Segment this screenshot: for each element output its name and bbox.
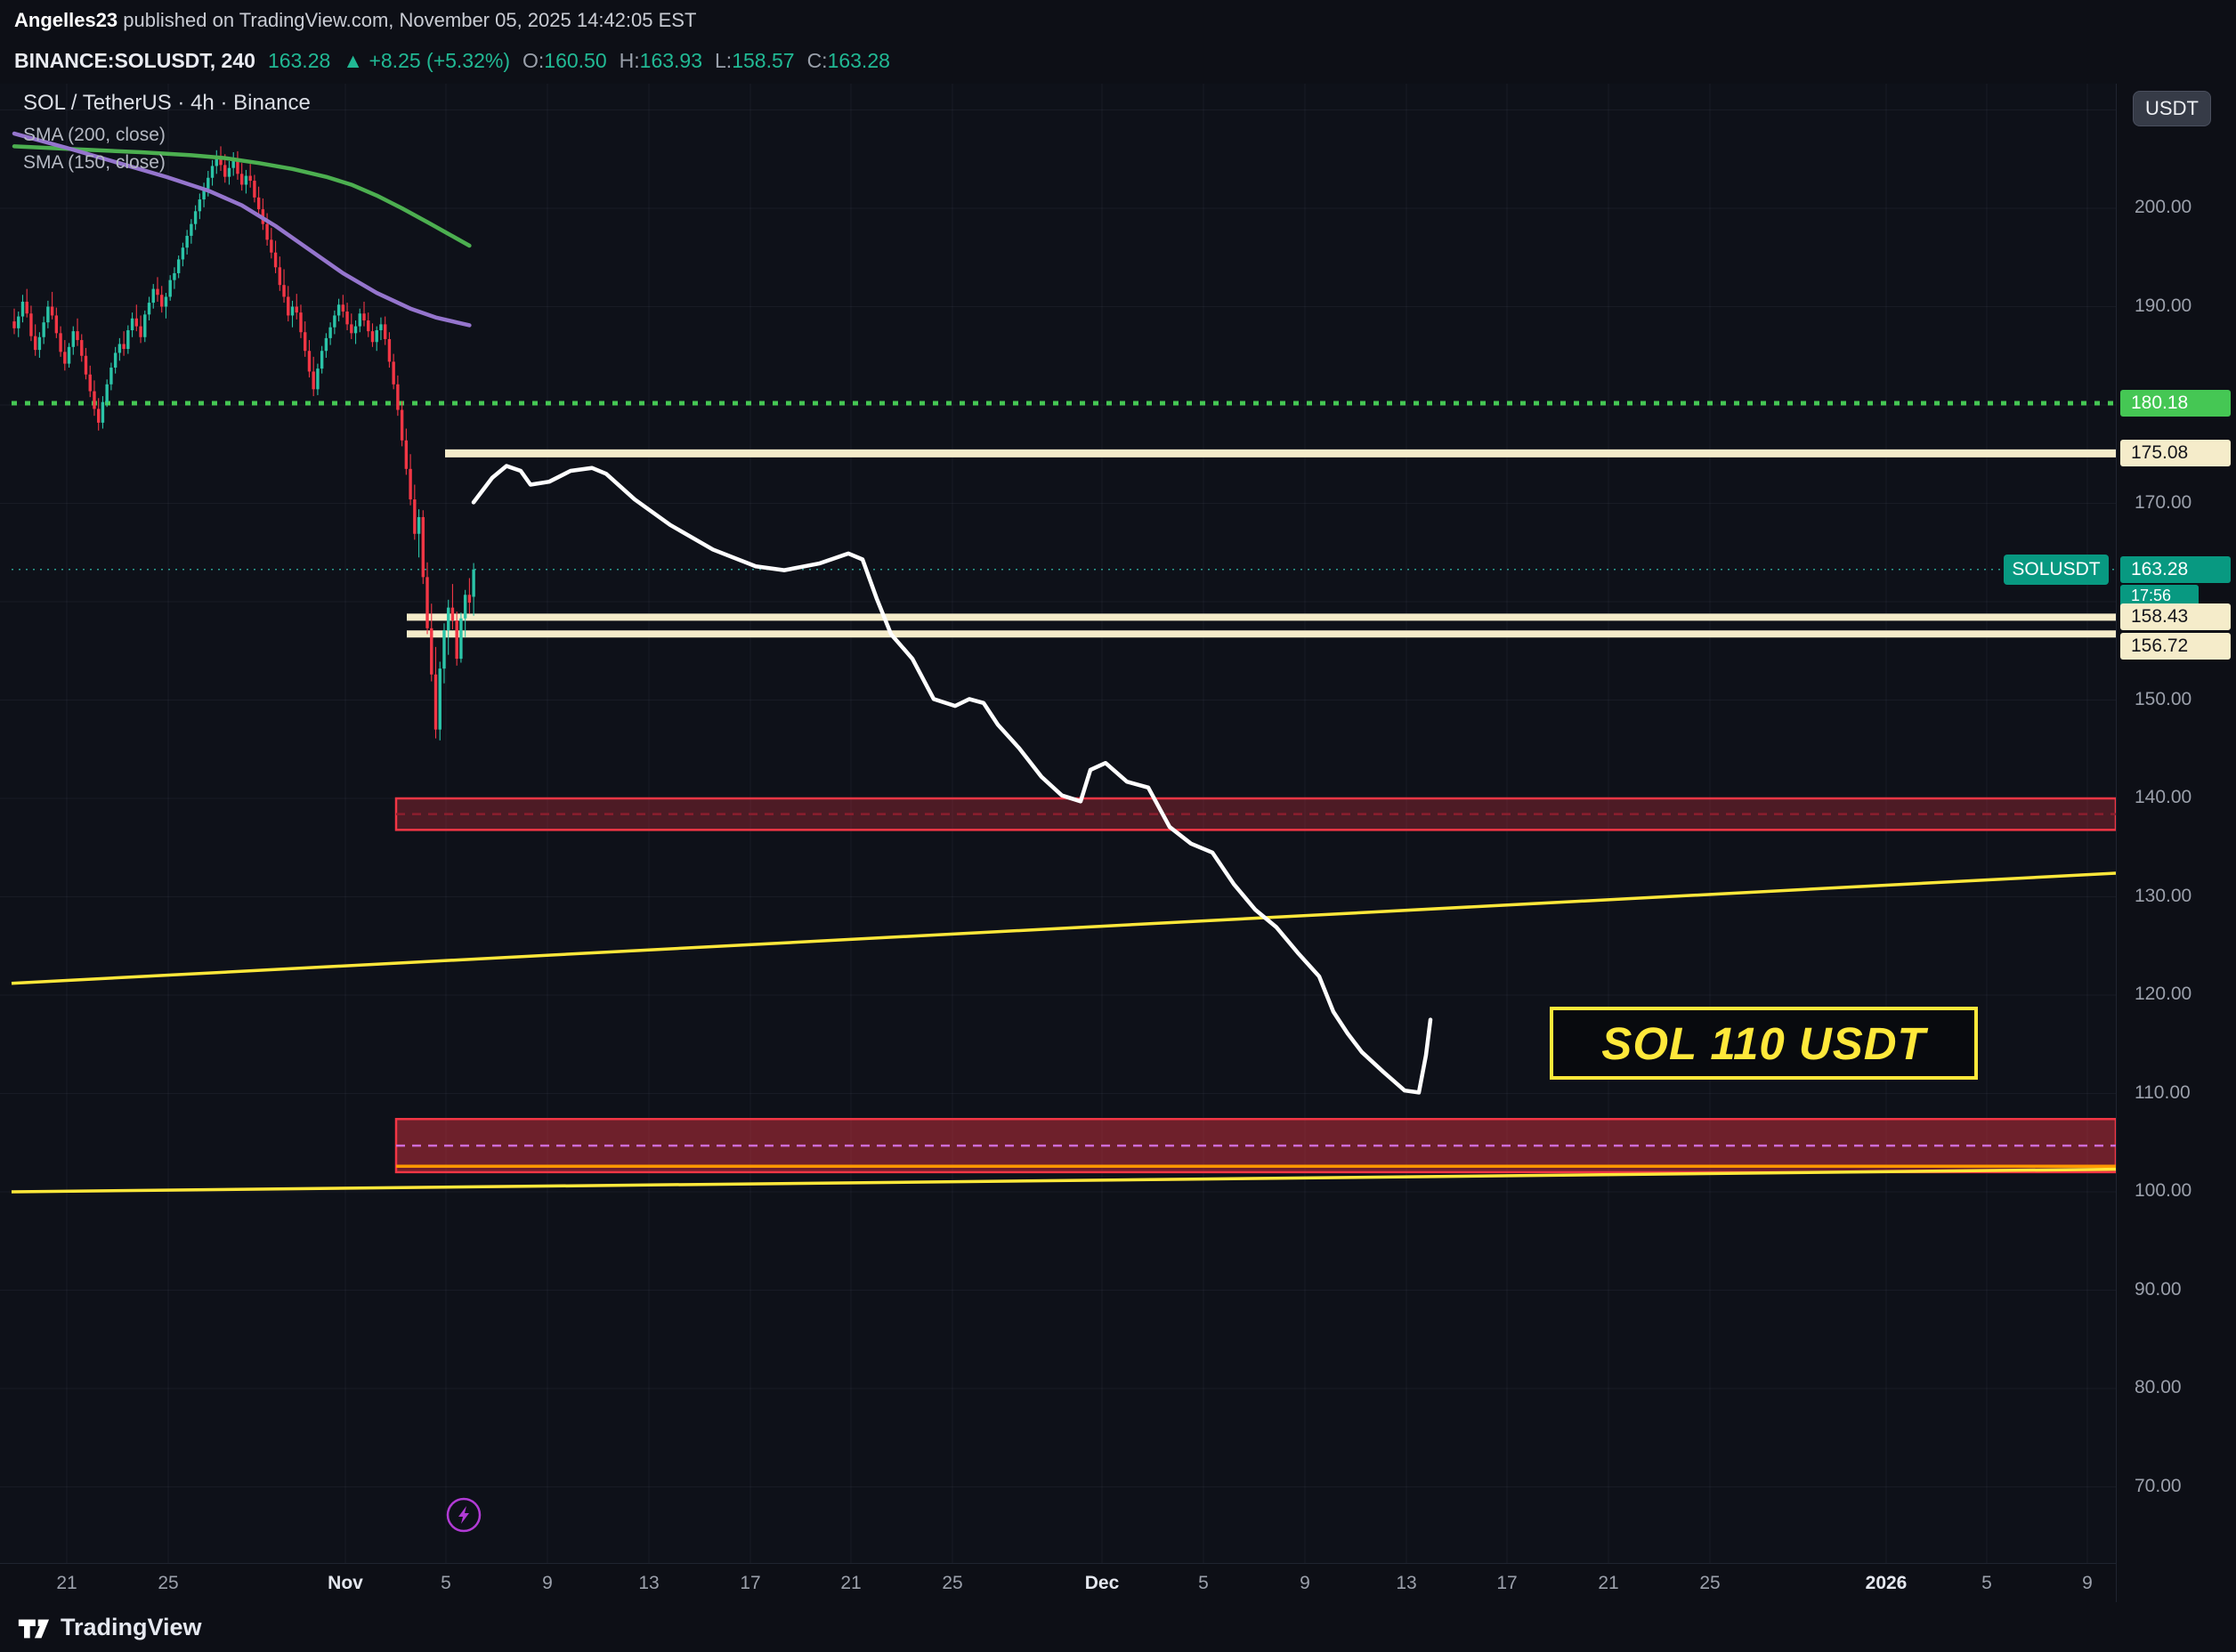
time-tick: 5 [1198,1572,1209,1593]
annotation-text: SOL 110 USDT [1601,1017,1926,1069]
axis-label-last-price: 163.28 [2120,555,2231,583]
price-line-symbol-tag: SOLUSDT [2004,555,2109,585]
sma-200-line [12,144,472,248]
time-tick: 9 [1300,1572,1310,1593]
annotation-box[interactable]: SOL 110 USDT [1550,1007,1978,1080]
tradingview-logo[interactable] [16,1610,50,1644]
time-tick: 21 [840,1572,862,1593]
publish-info: published on TradingView.com, November 0… [117,9,697,31]
author-name: Angelles23 [14,9,118,31]
time-tick: 13 [1396,1572,1417,1593]
time-tick: 21 [56,1572,77,1593]
price-tick: 130.00 [2135,885,2192,906]
candles-layer [12,146,475,741]
supply-zone-140 [394,797,2116,831]
axis-label-158-43: 158.43 [2120,603,2231,631]
demand-zone-105 [394,1117,2116,1174]
price-change: ▲ +8.25 (+5.32%) [343,48,511,72]
price-tick: 120.00 [2135,984,2192,1004]
axis-label-156-72: 156.72 [2120,633,2231,660]
trendline-upper [11,871,2116,985]
price-tick: 80.00 [2135,1377,2182,1397]
price-tick: 150.00 [2135,688,2192,709]
time-tick: 5 [1981,1572,1992,1593]
time-tick: 9 [2082,1572,2093,1593]
price-tick: 100.00 [2135,1180,2192,1201]
symbol-header: BINANCE:SOLUSDT, 240 163.28 ▲ +8.25 (+5.… [0,39,2236,82]
legend-symbol-title[interactable]: SOL / TetherUS · 4h · Binance [23,91,311,115]
sma-150-line [12,131,472,328]
close-value: C: 163.28 [806,48,890,72]
time-tick: Dec [1084,1572,1120,1593]
symbol-title: BINANCE:SOLUSDT, 240 [14,48,255,72]
price-tick: 110.00 [2135,1081,2191,1103]
chart-area[interactable]: SOL / TetherUS · 4h · Binance SMA (200, … [0,84,2236,1602]
time-tick: 2026 [1865,1572,1908,1593]
legend-sma200[interactable]: SMA (200, close) [23,125,166,145]
time-tick: 25 [942,1572,963,1593]
footer: TradingView [0,1602,2236,1652]
price-axis[interactable]: USDT 200.00 190.00 170.00 150.00 140.00 130.0… [2116,84,2236,1602]
last-price: 163.28 [267,48,331,72]
chart-plot[interactable] [0,84,2116,1563]
high-value: H: 163.93 [619,48,703,72]
price-tick: 90.00 [2135,1278,2182,1300]
time-tick: 25 [158,1572,179,1593]
time-tick: 25 [1699,1572,1721,1593]
price-tick: 190.00 [2135,295,2192,316]
time-tick: 9 [542,1572,553,1593]
price-tick: 140.00 [2135,787,2192,807]
trendline-lower [11,1167,2116,1194]
publish-header: Angelles23 published on TradingView.com,… [0,0,2236,41]
time-tick: 5 [441,1572,451,1593]
projection-path [471,464,1433,1095]
time-tick: Nov [328,1572,363,1593]
price-tick: 170.00 [2135,491,2192,513]
time-tick: 13 [638,1572,660,1593]
price-tick: 70.00 [2135,1475,2182,1496]
flash-marker[interactable] [446,1497,482,1533]
open-value: O: 160.50 [523,48,607,72]
time-tick: 17 [740,1572,761,1593]
legend-sma150[interactable]: SMA (150, close) [23,152,166,173]
axis-label-175-08: 175.08 [2120,440,2231,467]
chart-legend: SOL / TetherUS · 4h · Binance SMA (200, … [23,91,311,176]
time-tick: 21 [1598,1572,1619,1593]
currency-toggle-button[interactable]: USDT [2133,91,2211,126]
time-tick: 17 [1496,1572,1518,1593]
price-tick: 200.00 [2135,197,2192,217]
brand-name[interactable]: TradingView [61,1613,202,1640]
axis-label-180-18: 180.18 [2120,390,2231,417]
time-axis[interactable]: 21 25 Nov 5 9 13 17 21 25 Dec 5 9 13 17 21 25 2026 5 9 [0,1563,2116,1602]
low-value: L: 158.57 [715,48,795,72]
